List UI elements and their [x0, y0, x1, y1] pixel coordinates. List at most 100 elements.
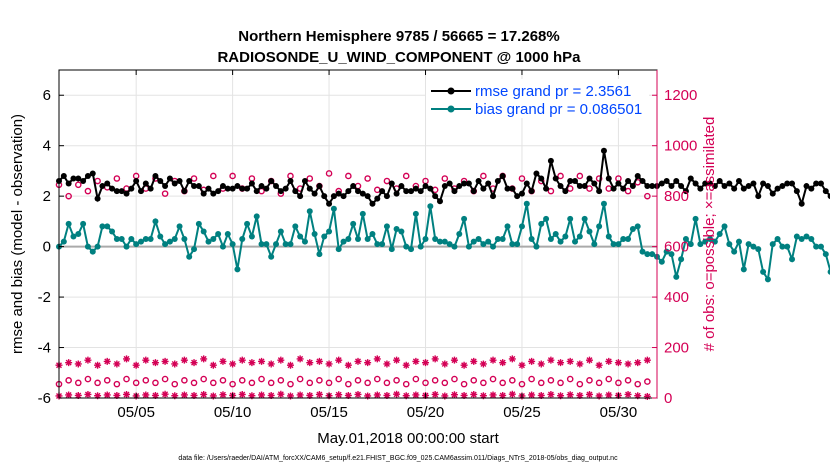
rmse-point: [273, 183, 280, 190]
obs_assimilated_high-point: [219, 357, 227, 365]
legend-box: [426, 79, 649, 118]
obs_assimilated_high-point: [248, 359, 256, 367]
bias-point: [764, 276, 771, 283]
obs_possible_low-point: [132, 379, 140, 387]
bias-point: [60, 238, 67, 245]
rmse-point: [697, 185, 704, 192]
bias-point: [470, 238, 477, 245]
rmse-point: [268, 178, 275, 185]
obs_assimilated_low-point: [402, 392, 410, 400]
y-left-tick-label: 0: [43, 239, 51, 256]
obs_assimilated_low-point: [634, 392, 642, 400]
bias-point: [702, 238, 709, 245]
obs_assimilated_low-point: [306, 391, 314, 399]
obs_possible_low-point: [489, 375, 497, 383]
y-left-tick-label: 2: [43, 188, 51, 205]
obs_assimilated_high-point: [123, 355, 131, 363]
obs_assimilated_low-point: [344, 391, 352, 399]
bias-point: [465, 243, 472, 250]
bias-point: [760, 268, 767, 275]
y-right-tick-label: 200: [664, 340, 689, 357]
x-axis-label: May.01,2018 00:00:00 start: [317, 430, 499, 447]
rmse-point: [408, 188, 415, 195]
rmse-point: [769, 190, 776, 197]
bias-point: [412, 210, 419, 217]
bias-point: [393, 225, 400, 232]
rmse-point: [813, 180, 820, 187]
bias-point: [707, 236, 714, 243]
data-file-footnote: data file: /Users/raeder/DAI/ATM_forcXX/…: [178, 455, 618, 462]
bias-point: [509, 241, 516, 248]
obs_assimilated_high-point: [489, 356, 497, 364]
rmse-point: [755, 193, 762, 200]
obs_possible_low-point: [181, 377, 188, 384]
rmse-point: [123, 190, 130, 197]
obs_assimilated_high-point: [508, 355, 516, 363]
rmse-point: [137, 188, 144, 195]
rmse-point: [543, 185, 550, 192]
obs_assimilated_high-point: [354, 357, 362, 365]
rmse-point: [586, 175, 593, 182]
bias-point: [229, 241, 236, 248]
obs_assimilated_low-point: [489, 391, 497, 399]
bias-point: [803, 233, 810, 240]
obs_possible_low-point: [441, 379, 449, 387]
rmse-point: [649, 183, 656, 190]
obs_assimilated_high-point: [277, 356, 285, 364]
bias-point: [436, 238, 443, 245]
obs_assimilated_low-point: [605, 391, 613, 399]
obs_assimilated_high-point: [335, 356, 343, 364]
x-tick-label: 05/30: [600, 404, 638, 421]
obs_assimilated_high-point: [479, 360, 487, 368]
bias-point: [408, 246, 415, 253]
obs_assimilated_high-point: [142, 356, 150, 364]
bias-point: [538, 220, 545, 227]
bias-point: [711, 238, 718, 245]
rmse-point: [224, 185, 231, 192]
obs_assimilated_high-point: [103, 357, 111, 365]
rmse-point: [446, 180, 453, 187]
bias-point: [731, 248, 738, 255]
rmse-point: [60, 172, 67, 179]
obs_possible_low-point: [113, 380, 121, 388]
obs_assimilated_low-point: [200, 390, 208, 398]
obs_assimilated_high-point: [306, 359, 314, 367]
bias-point: [80, 220, 87, 227]
obs_assimilated_high-point: [209, 361, 217, 369]
x-tick-label: 05/10: [214, 404, 252, 421]
obs_assimilated_low-point: [209, 392, 217, 400]
obs_assimilated_high-point: [200, 355, 208, 363]
bias-point: [600, 200, 607, 207]
obs_assimilated_low-point: [412, 391, 420, 399]
obs_assimilated_low-point: [286, 392, 294, 400]
obs_possible_low-point: [470, 377, 478, 384]
obs_possible_high-point: [210, 172, 217, 180]
bias-point: [533, 243, 540, 250]
obs_possible_low-point: [190, 379, 198, 387]
title-block: Northern Hemisphere 9785 / 56665 = 17.26…: [217, 28, 581, 66]
y-left-tick-label: -4: [38, 340, 51, 357]
rmse-point: [779, 183, 786, 190]
obs_possible_low-point: [65, 377, 72, 384]
bias-point: [562, 233, 569, 240]
bias-point: [84, 243, 91, 250]
bias-point: [789, 256, 796, 263]
obs_assimilated_low-point: [171, 392, 179, 400]
bias-point: [769, 241, 776, 248]
rmse-point: [94, 195, 101, 202]
obs_possible_low-point: [325, 379, 333, 387]
bias-point: [716, 231, 723, 237]
obs_possible_low-point: [258, 375, 265, 383]
bias-point: [215, 231, 222, 237]
rmse-point: [480, 185, 487, 192]
obs_assimilated_high-point: [373, 355, 381, 363]
rmse-point: [465, 180, 472, 187]
obs_possible_low-point: [306, 379, 314, 387]
rmse-point: [133, 178, 140, 185]
y-right-tick-label: 1000: [664, 138, 697, 155]
y-right-tick-label: 800: [664, 188, 689, 205]
rmse-point: [422, 183, 429, 190]
rmse-point: [726, 180, 733, 187]
bias-point: [572, 238, 579, 245]
